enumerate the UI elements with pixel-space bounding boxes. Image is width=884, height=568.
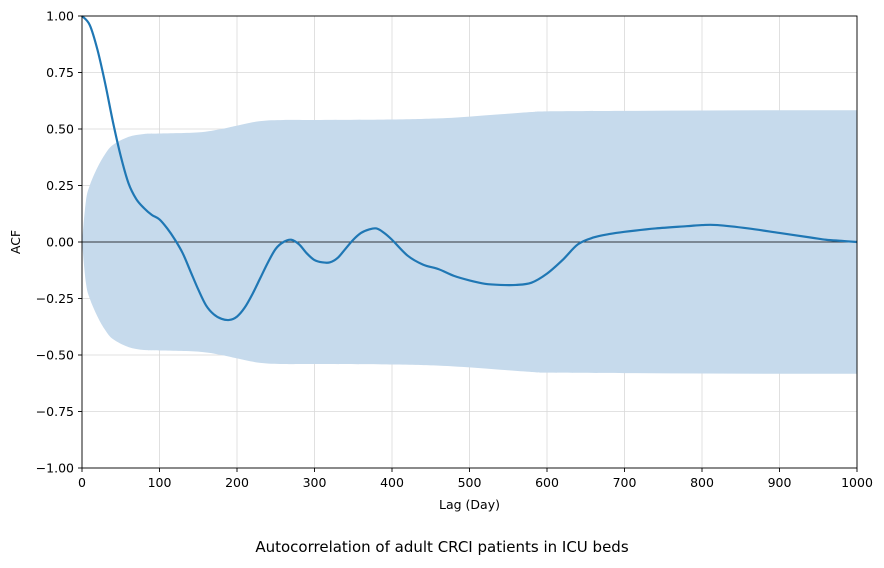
x-tick-label: 700 <box>613 475 637 490</box>
chart-caption: Autocorrelation of adult CRCI patients i… <box>255 538 629 556</box>
x-tick-label: 1000 <box>841 475 873 490</box>
x-tick-label: 600 <box>535 475 559 490</box>
y-tick-label: −0.50 <box>36 348 74 363</box>
y-tick-label: 0.00 <box>46 235 74 250</box>
x-axis-label: Lag (Day) <box>439 497 500 512</box>
y-tick-label: −0.25 <box>36 291 74 306</box>
y-tick-label: 1.00 <box>46 9 74 24</box>
y-tick-label: 0.50 <box>46 122 74 137</box>
y-tick-label: −1.00 <box>36 461 74 476</box>
acf-line <box>81 15 858 322</box>
y-tick-label: −0.75 <box>36 404 74 419</box>
acf-chart: 0 100 200 300 400 500 600 700 800 900 1000 −1.00 −0.… <box>8 9 873 513</box>
x-tick-label: 200 <box>225 475 249 490</box>
y-axis-label: ACF <box>8 230 23 254</box>
x-tick-label: 300 <box>303 475 327 490</box>
x-tick-label: 0 <box>78 475 86 490</box>
x-tick-label: 500 <box>458 475 482 490</box>
x-tick-label: 900 <box>768 475 792 490</box>
x-tick-label: 400 <box>380 475 404 490</box>
x-tick-label: 800 <box>690 475 714 490</box>
x-tick-label: 100 <box>148 475 172 490</box>
y-tick-label: 0.75 <box>46 65 74 80</box>
y-tick-label: 0.25 <box>46 178 74 193</box>
